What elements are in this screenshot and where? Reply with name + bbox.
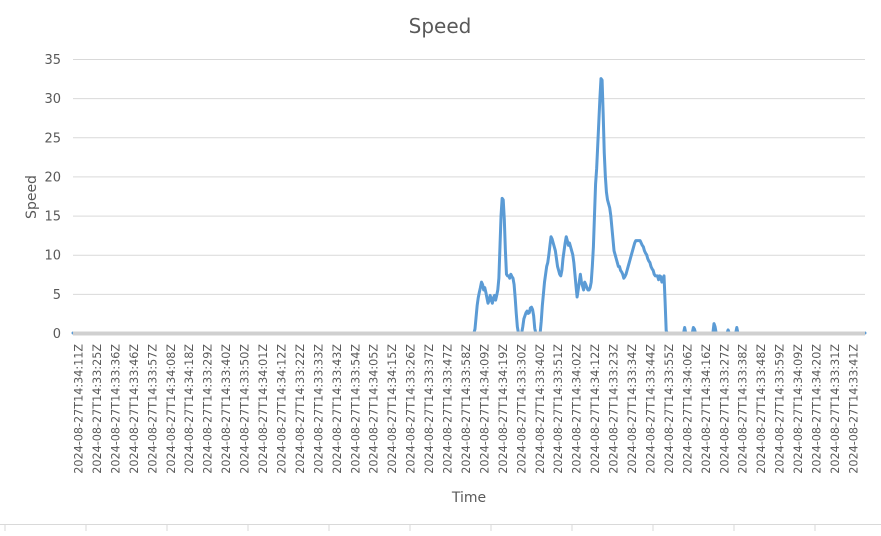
- x-tick-label: 2024-08-27T14:33:37Z: [423, 344, 436, 474]
- x-tick-label: 2024-08-27T14:33:22Z: [294, 344, 307, 474]
- x-tick-label: 2024-08-27T14:33:54Z: [349, 344, 362, 474]
- x-tick-label: 2024-08-27T14:33:58Z: [460, 344, 473, 474]
- y-tick-label: 30: [44, 92, 61, 107]
- x-tick-label: 2024-08-27T14:33:30Z: [515, 344, 528, 474]
- x-tick-label: 2024-08-27T14:33:23Z: [608, 344, 621, 474]
- x-tick-label: 2024-08-27T14:34:06Z: [681, 344, 694, 474]
- x-axis-title: Time: [451, 490, 486, 506]
- y-axis-title: Speed: [24, 175, 40, 219]
- x-tick-label: 2024-08-27T14:33:51Z: [552, 344, 565, 474]
- chart-title: Speed: [409, 14, 472, 38]
- x-tick-label: 2024-08-27T14:34:16Z: [700, 344, 713, 474]
- x-tick-label: 2024-08-27T14:34:19Z: [497, 344, 510, 474]
- y-axis-tick-labels: 0 5 10 15 20 25 30 35: [44, 53, 61, 342]
- y-tick-label: 25: [44, 131, 61, 146]
- x-tick-label: 2024-08-27T14:33:33Z: [312, 344, 325, 474]
- x-tick-label: 2024-08-27T14:34:15Z: [386, 344, 399, 474]
- x-tick-label: 2024-08-27T14:34:12Z: [275, 344, 288, 474]
- y-tick-label: 35: [44, 53, 61, 68]
- x-tick-label: 2024-08-27T14:33:46Z: [128, 344, 141, 474]
- x-tick-label: 2024-08-27T14:33:48Z: [755, 344, 768, 474]
- y-tick-label: 20: [44, 170, 61, 185]
- x-tick-label: 2024-08-27T14:33:55Z: [663, 344, 676, 474]
- x-tick-label: 2024-08-27T14:33:27Z: [718, 344, 731, 474]
- x-tick-label: 2024-08-27T14:33:50Z: [239, 344, 252, 474]
- x-tick-label: 2024-08-27T14:33:40Z: [534, 344, 547, 474]
- x-tick-label: 2024-08-27T14:33:44Z: [644, 344, 657, 474]
- x-tick-label: 2024-08-27T14:33:43Z: [331, 344, 344, 474]
- x-tick-label: 2024-08-27T14:33:29Z: [202, 344, 215, 474]
- x-tick-label: 2024-08-27T14:33:34Z: [626, 344, 639, 474]
- x-tick-label: 2024-08-27T14:34:08Z: [165, 344, 178, 474]
- x-tick-label: 2024-08-27T14:33:41Z: [847, 344, 860, 474]
- y-tick-label: 10: [44, 249, 61, 264]
- x-tick-label: 2024-08-27T14:34:11Z: [73, 344, 86, 474]
- x-tick-label: 2024-08-27T14:34:09Z: [792, 344, 805, 474]
- x-tick-label: 2024-08-27T14:33:38Z: [737, 344, 750, 474]
- x-tick-label: 2024-08-27T14:33:36Z: [109, 344, 122, 474]
- x-tick-label: 2024-08-27T14:33:57Z: [146, 344, 159, 474]
- x-tick-label: 2024-08-27T14:33:40Z: [220, 344, 233, 474]
- y-tick-label: 0: [53, 327, 61, 342]
- x-tick-label: 2024-08-27T14:34:02Z: [571, 344, 584, 474]
- x-tick-label: 2024-08-27T14:33:26Z: [405, 344, 418, 474]
- x-tick-label: 2024-08-27T14:34:05Z: [368, 344, 381, 474]
- x-tick-label: 2024-08-27T14:33:59Z: [774, 344, 787, 474]
- x-tick-label: 2024-08-27T14:33:31Z: [829, 344, 842, 474]
- x-axis-tick-labels: 2024-08-27T14:34:11Z 2024-08-27T14:33:25Z…: [73, 344, 861, 474]
- x-tick-label: 2024-08-27T14:34:09Z: [478, 344, 491, 474]
- x-tick-label: 2024-08-27T14:34:20Z: [811, 344, 824, 474]
- x-tick-label: 2024-08-27T14:34:12Z: [589, 344, 602, 474]
- y-tick-label: 15: [44, 210, 61, 225]
- bottom-frame: [0, 524, 881, 531]
- gridlines: [73, 59, 865, 295]
- x-tick-label: 2024-08-27T14:33:25Z: [91, 344, 104, 474]
- x-tick-label: 2024-08-27T14:34:18Z: [183, 344, 196, 474]
- y-tick-label: 5: [53, 288, 61, 303]
- x-tick-label: 2024-08-27T14:33:47Z: [442, 344, 455, 474]
- x-tick-label: 2024-08-27T14:34:01Z: [257, 344, 270, 474]
